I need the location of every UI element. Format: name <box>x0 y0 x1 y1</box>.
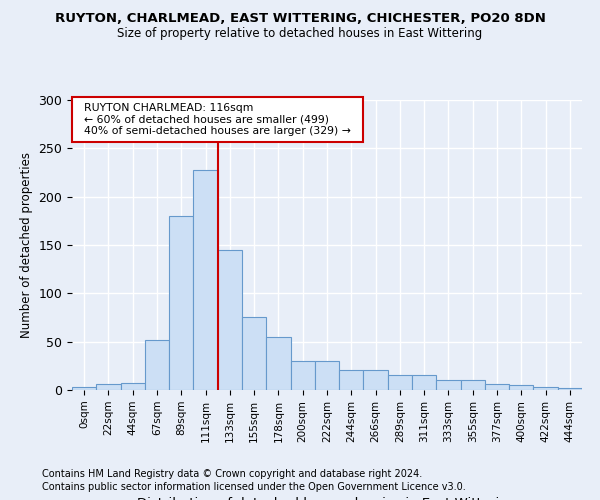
Bar <box>388 374 412 390</box>
Bar <box>145 340 169 390</box>
Text: RUYTON CHARLMEAD: 116sqm
  ← 60% of detached houses are smaller (499)
  40% of s: RUYTON CHARLMEAD: 116sqm ← 60% of detach… <box>77 103 358 136</box>
Text: RUYTON, CHARLMEAD, EAST WITTERING, CHICHESTER, PO20 8DN: RUYTON, CHARLMEAD, EAST WITTERING, CHICH… <box>55 12 545 26</box>
Text: Size of property relative to detached houses in East Wittering: Size of property relative to detached ho… <box>118 28 482 40</box>
X-axis label: Distribution of detached houses by size in East Wittering: Distribution of detached houses by size … <box>137 498 517 500</box>
Bar <box>461 380 485 390</box>
Bar <box>558 388 582 390</box>
Bar <box>364 370 388 390</box>
Bar <box>96 384 121 390</box>
Y-axis label: Number of detached properties: Number of detached properties <box>20 152 33 338</box>
Bar <box>121 383 145 390</box>
Bar <box>533 387 558 390</box>
Bar <box>72 387 96 390</box>
Bar <box>339 370 364 390</box>
Bar <box>436 380 461 390</box>
Bar <box>218 250 242 390</box>
Bar <box>485 384 509 390</box>
Bar <box>193 170 218 390</box>
Bar <box>266 337 290 390</box>
Text: Contains HM Land Registry data © Crown copyright and database right 2024.: Contains HM Land Registry data © Crown c… <box>42 469 422 479</box>
Text: Contains public sector information licensed under the Open Government Licence v3: Contains public sector information licen… <box>42 482 466 492</box>
Bar <box>315 361 339 390</box>
Bar <box>242 316 266 390</box>
Bar <box>412 374 436 390</box>
Bar <box>509 385 533 390</box>
Bar <box>290 361 315 390</box>
Bar <box>169 216 193 390</box>
